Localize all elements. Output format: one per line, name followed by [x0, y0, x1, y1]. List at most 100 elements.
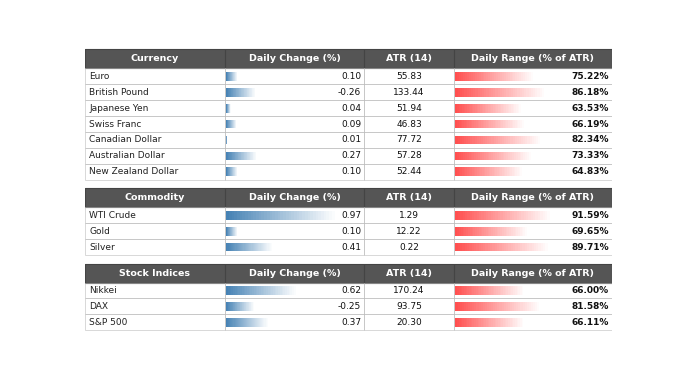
Bar [249, 286, 250, 295]
Bar [498, 104, 500, 112]
Bar [517, 136, 519, 144]
Bar [247, 88, 248, 97]
Bar [471, 318, 473, 327]
Bar [517, 286, 518, 295]
Bar [522, 152, 524, 160]
Bar [245, 318, 246, 327]
Bar [229, 211, 232, 220]
Bar [491, 286, 493, 295]
Bar [477, 302, 479, 311]
Bar [484, 88, 486, 97]
Bar [252, 318, 253, 327]
Bar [489, 302, 491, 311]
Bar [529, 243, 532, 252]
Bar [524, 88, 526, 97]
Bar [488, 120, 490, 129]
Text: 57.28: 57.28 [396, 152, 422, 161]
Bar [473, 88, 475, 97]
Bar [500, 167, 502, 176]
Bar [507, 211, 509, 220]
Bar [457, 120, 459, 129]
Text: 0.09: 0.09 [341, 120, 361, 129]
Bar [316, 211, 318, 220]
Bar [243, 286, 245, 295]
Bar [259, 318, 260, 327]
Bar [224, 100, 364, 116]
Bar [502, 227, 504, 235]
Bar [515, 136, 517, 144]
Bar [229, 302, 230, 311]
Bar [252, 302, 253, 311]
Bar [456, 72, 458, 81]
Bar [517, 88, 520, 97]
Bar [523, 136, 525, 144]
Bar [252, 88, 253, 97]
Bar [504, 88, 507, 97]
Bar [252, 243, 254, 252]
Text: Daily Change (%): Daily Change (%) [249, 55, 341, 64]
Bar [471, 136, 473, 144]
Bar [475, 167, 477, 176]
Bar [502, 167, 504, 176]
Bar [522, 227, 524, 235]
Bar [242, 302, 243, 311]
Bar [481, 72, 483, 81]
Bar [507, 227, 509, 235]
Bar [482, 167, 483, 176]
Bar [494, 120, 496, 129]
Bar [237, 318, 239, 327]
Bar [275, 286, 277, 295]
Bar [524, 152, 525, 160]
Bar [481, 243, 483, 252]
Bar [506, 136, 509, 144]
Bar [364, 299, 454, 314]
Bar [513, 72, 515, 81]
Bar [461, 152, 463, 160]
Bar [507, 120, 508, 129]
Bar [462, 227, 464, 235]
Bar [515, 318, 517, 327]
Bar [509, 72, 511, 81]
Bar [531, 211, 533, 220]
Bar [479, 286, 481, 295]
Bar [509, 243, 511, 252]
Bar [466, 88, 469, 97]
Text: 93.75: 93.75 [396, 302, 422, 311]
Bar [245, 243, 247, 252]
Bar [460, 302, 462, 311]
Bar [259, 211, 261, 220]
Bar [504, 302, 506, 311]
Bar [310, 211, 313, 220]
Bar [251, 302, 252, 311]
Bar [486, 88, 489, 97]
Bar [499, 152, 500, 160]
Bar [468, 302, 470, 311]
Bar [456, 243, 458, 252]
Bar [462, 318, 464, 327]
Bar [512, 152, 514, 160]
Bar [238, 88, 239, 97]
Bar [493, 104, 494, 112]
Bar [503, 120, 505, 129]
Bar [248, 302, 249, 311]
Bar [237, 302, 238, 311]
Bar [518, 302, 520, 311]
Bar [519, 211, 522, 220]
Bar [479, 211, 481, 220]
Bar [511, 72, 513, 81]
Bar [491, 302, 493, 311]
Bar [510, 302, 512, 311]
Bar [483, 72, 484, 81]
Bar [541, 243, 543, 252]
Bar [500, 286, 501, 295]
Bar [248, 152, 249, 160]
Bar [254, 152, 255, 160]
Bar [255, 318, 256, 327]
Bar [479, 72, 481, 81]
Bar [271, 243, 272, 252]
Bar [493, 302, 495, 311]
Bar [542, 88, 544, 97]
Bar [464, 243, 467, 252]
Bar [227, 302, 228, 311]
Bar [520, 227, 522, 235]
